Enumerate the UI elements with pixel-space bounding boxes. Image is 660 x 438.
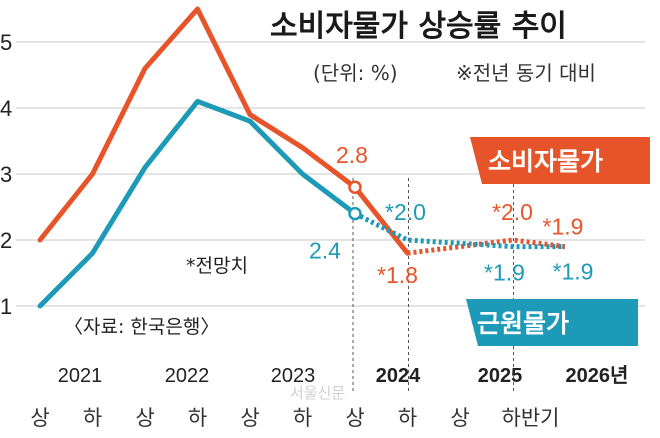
y-tick-label: 5 xyxy=(0,30,12,55)
legend-cpi-tag xyxy=(470,137,650,184)
half-label: 하 xyxy=(398,406,417,430)
marker-point xyxy=(348,180,362,194)
half-label: 하 xyxy=(293,406,312,430)
data-label: *1.9 xyxy=(543,214,584,240)
half-label: 상 xyxy=(30,406,49,430)
half-label: 상 xyxy=(240,406,259,430)
watermark: 서울신문 xyxy=(290,384,345,402)
series-forecast-1 xyxy=(353,211,565,250)
half-label: 하반기 xyxy=(502,406,560,430)
comparison-note: ※전년 동기 대비 xyxy=(456,61,596,85)
y-tick-label: 4 xyxy=(0,96,12,121)
series-layer xyxy=(37,6,566,309)
data-label: *1.9 xyxy=(553,259,594,285)
chart-title: 소비자물가 상승률 추이 xyxy=(270,9,567,44)
y-axis: 1 2 3 4 5 xyxy=(0,30,12,319)
legend-cpi-label: 소비자물가 xyxy=(488,147,603,176)
year-label: 2023 xyxy=(271,365,316,387)
series-forecast-0 xyxy=(407,237,566,256)
legend-core: 근원물가 xyxy=(466,299,638,346)
marker-point xyxy=(348,206,362,221)
year-label: 2025 xyxy=(478,365,523,387)
half-label: 상 xyxy=(450,406,469,430)
source-note: 〈자료: 한국은행〉 xyxy=(64,316,219,338)
forecast-note: *전망치 xyxy=(186,255,248,277)
year-label: 2022 xyxy=(165,365,210,387)
data-label: *1.8 xyxy=(377,262,418,288)
year-label: 2024 xyxy=(376,365,421,387)
data-label: *2.0 xyxy=(385,199,426,225)
half-label: 하 xyxy=(83,406,102,430)
data-label: *1.9 xyxy=(484,260,525,286)
y-tick-label: 1 xyxy=(0,294,12,319)
series-line-0 xyxy=(37,6,410,256)
half-label: 상 xyxy=(345,406,364,430)
legend-cpi: 소비자물가 xyxy=(470,137,650,184)
year-label: 2026년 xyxy=(566,364,629,387)
half-label: 상 xyxy=(135,406,154,430)
y-tick-label: 3 xyxy=(0,162,12,187)
data-label: *2.0 xyxy=(492,199,533,225)
y-tick-label: 2 xyxy=(0,228,12,253)
legend-core-tag xyxy=(466,299,638,346)
half-label: 하 xyxy=(188,406,207,430)
legend-core-label: 근원물가 xyxy=(477,309,569,338)
data-label: 2.4 xyxy=(309,238,341,264)
unit-note: (단위: %) xyxy=(313,61,398,85)
label-layer: 2.8 *1.8 *2.0 *1.9 2.4 *2.0 *1.9 *1.9 xyxy=(309,142,593,288)
data-label: 2.8 xyxy=(336,142,368,168)
year-label: 2021 xyxy=(58,365,103,387)
